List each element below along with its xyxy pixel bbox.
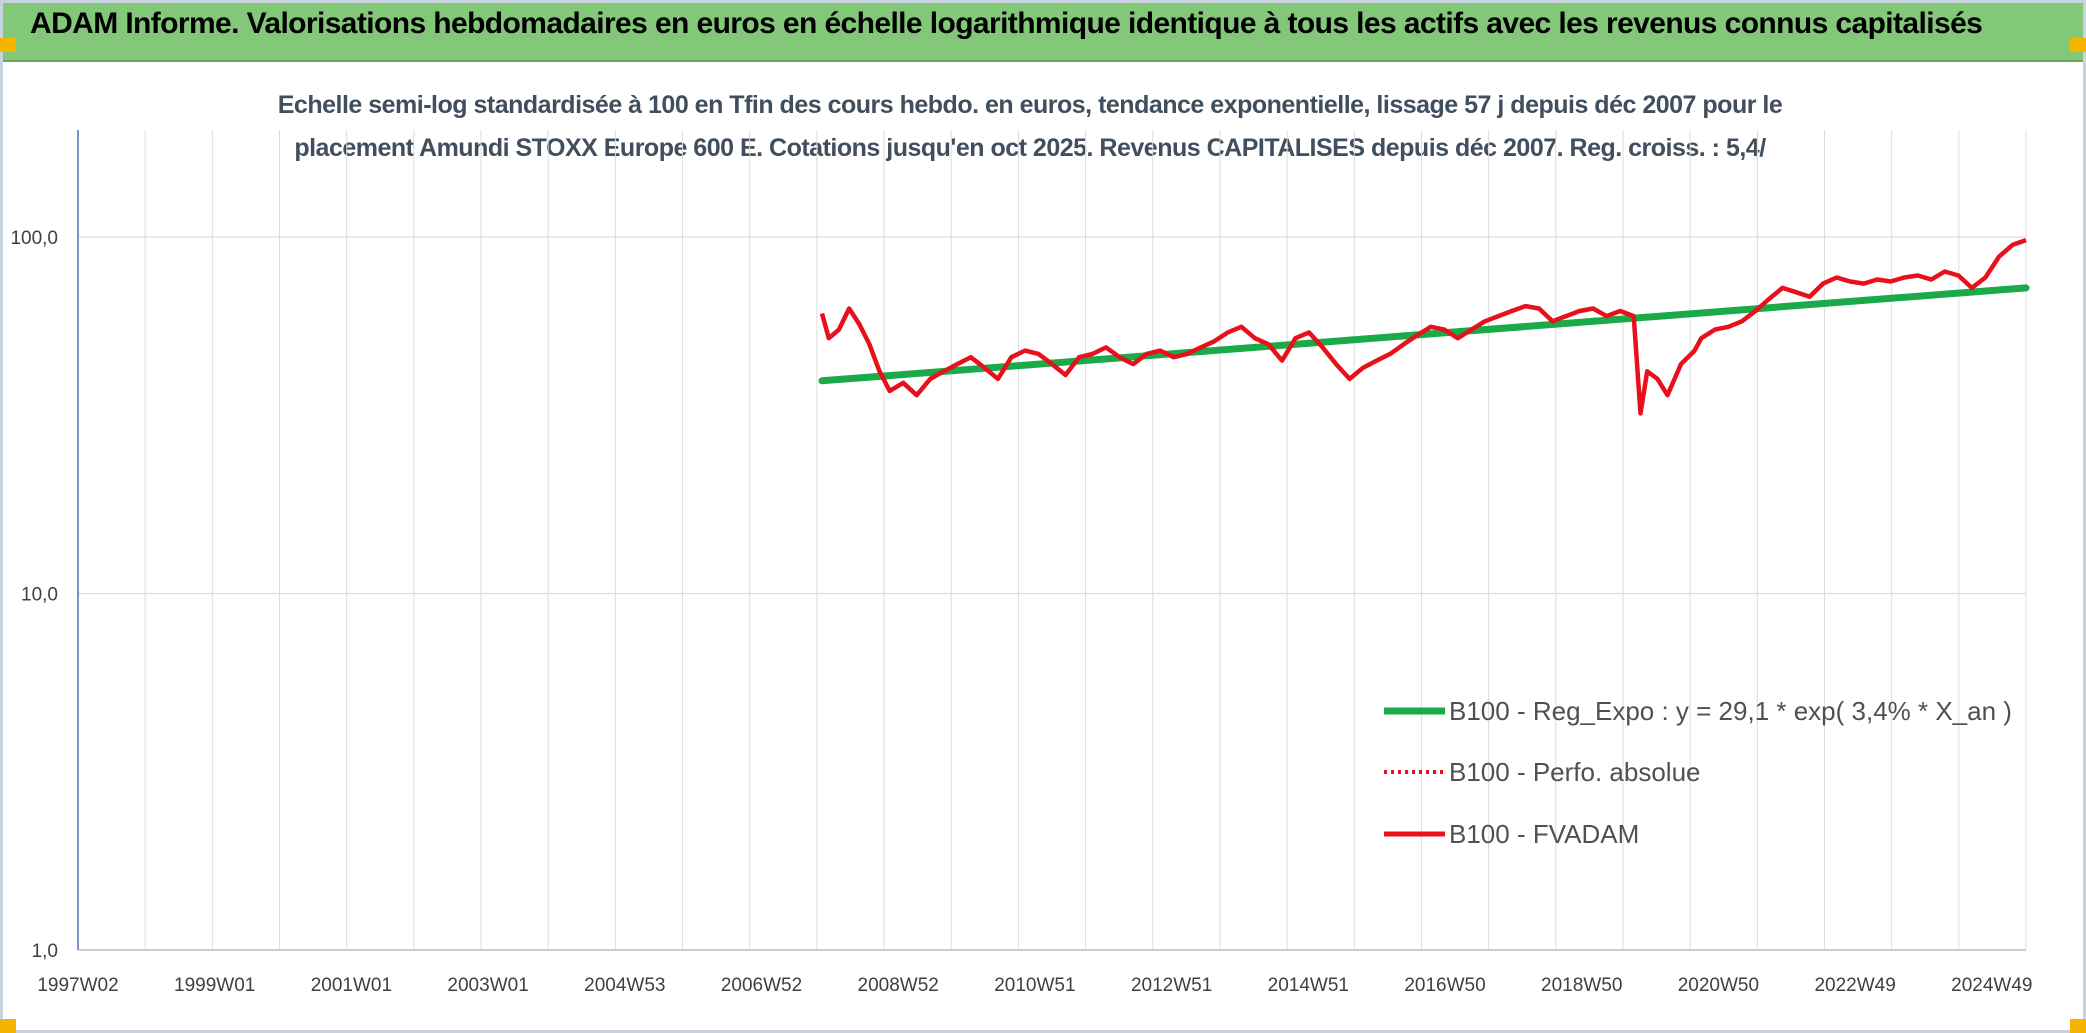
x-tick-label: 2004W53	[584, 975, 665, 996]
x-tick-label: 2012W51	[1131, 975, 1212, 996]
x-tick-label: 2014W51	[1268, 975, 1349, 996]
legend-label: B100 - Reg_Expo : y = 29,1 * exp( 3,4% *…	[1449, 696, 2012, 726]
x-tick-label: 1997W02	[37, 975, 118, 996]
corner-marker	[0, 38, 16, 52]
x-tick-label: 1999W01	[174, 975, 255, 996]
corner-marker	[2070, 1019, 2086, 1033]
x-tick-label: 2001W01	[311, 975, 392, 996]
y-tick-label: 100,0	[10, 228, 58, 249]
header-band: ADAM Informe. Valorisations hebdomadaire…	[0, 0, 2086, 62]
x-tick-label: 2003W01	[447, 975, 528, 996]
x-tick-label: 2020W50	[1678, 975, 1759, 996]
chart-title: Echelle semi-log standardisée à 100 en T…	[277, 91, 1783, 162]
corner-marker	[2070, 38, 2086, 52]
x-tick-label: 2018W50	[1541, 975, 1622, 996]
legend-label: B100 - FVADAM	[1449, 819, 1639, 849]
corner-marker	[0, 1019, 16, 1033]
x-tick-label: 2010W51	[994, 975, 1075, 996]
legend-label: B100 - Perfo. absolue	[1449, 757, 1701, 787]
page-title: ADAM Informe. Valorisations hebdomadaire…	[30, 7, 1983, 40]
series-regression-line	[818, 284, 2030, 385]
y-tick-label: 10,0	[21, 585, 58, 606]
x-tick-label: 2006W52	[721, 975, 802, 996]
x-tick-label: 2024W49	[1951, 975, 2032, 996]
x-tick-label: 2008W52	[858, 975, 939, 996]
y-tick-label: 1,0	[32, 941, 58, 962]
x-tick-label: 2016W50	[1404, 975, 1485, 996]
series-fvadam-line	[819, 237, 2027, 416]
x-tick-label: 2022W49	[1814, 975, 1895, 996]
